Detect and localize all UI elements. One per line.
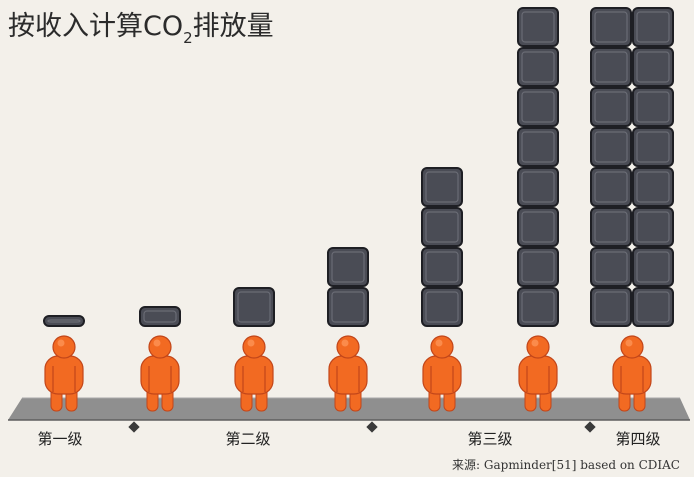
group-divider <box>366 421 378 433</box>
emission-block <box>517 7 559 47</box>
emission-block <box>590 47 632 87</box>
emission-block <box>590 127 632 167</box>
emission-block <box>517 207 559 247</box>
group-label: 第四级 <box>615 430 660 448</box>
emission-block <box>632 247 674 287</box>
bar-7 <box>590 7 674 327</box>
emission-block <box>590 207 632 247</box>
group-label: 第一级 <box>37 430 82 448</box>
emission-block <box>421 247 463 287</box>
title-subscript: 2 <box>183 29 193 47</box>
title-suffix: 排放量 <box>192 11 274 42</box>
emission-block <box>517 127 559 167</box>
emission-block <box>421 207 463 247</box>
emission-block <box>43 315 85 327</box>
emission-block <box>590 167 632 207</box>
emission-block <box>327 247 369 287</box>
bar-2 <box>139 306 181 327</box>
emission-block <box>517 87 559 127</box>
ground-strip <box>8 397 690 421</box>
emission-block <box>327 287 369 327</box>
person-icon <box>44 335 84 412</box>
emission-block <box>590 247 632 287</box>
emission-block <box>517 287 559 327</box>
bar-4 <box>327 247 369 327</box>
bar-5 <box>421 167 463 327</box>
emission-block <box>421 287 463 327</box>
group-label: 第二级 <box>225 430 270 448</box>
emission-block <box>139 306 181 327</box>
emission-block <box>517 247 559 287</box>
group-label: 第三级 <box>467 430 512 448</box>
emission-block <box>632 87 674 127</box>
group-divider <box>584 421 596 433</box>
emission-block <box>590 7 632 47</box>
emission-block <box>632 287 674 327</box>
person-icon <box>422 335 462 412</box>
bar-1 <box>43 315 85 327</box>
emission-block <box>590 287 632 327</box>
people-row <box>44 335 652 412</box>
person-icon <box>612 335 652 412</box>
emission-block <box>421 167 463 207</box>
chart-title: 按收入计算CO2排放量 <box>8 4 274 47</box>
person-icon <box>140 335 180 412</box>
emission-block <box>517 47 559 87</box>
emission-block <box>517 167 559 207</box>
emission-block <box>632 167 674 207</box>
person-icon <box>328 335 368 412</box>
emission-block <box>590 87 632 127</box>
source-note: 来源: Gapminder[51] based on CDIAC <box>452 458 680 472</box>
emission-block <box>233 287 275 327</box>
group-divider <box>128 421 140 433</box>
emission-block <box>632 47 674 87</box>
bar-3 <box>233 287 275 327</box>
bar-6 <box>517 7 559 327</box>
emission-block <box>632 7 674 47</box>
title-prefix: 按收入计算CO <box>8 11 184 42</box>
emission-blocks <box>43 7 674 327</box>
emission-block <box>632 207 674 247</box>
person-icon <box>234 335 274 412</box>
emission-block <box>632 127 674 167</box>
person-icon <box>518 335 558 412</box>
income-group-labels: 第一级 第二级 第三级 第四级 <box>37 421 661 448</box>
